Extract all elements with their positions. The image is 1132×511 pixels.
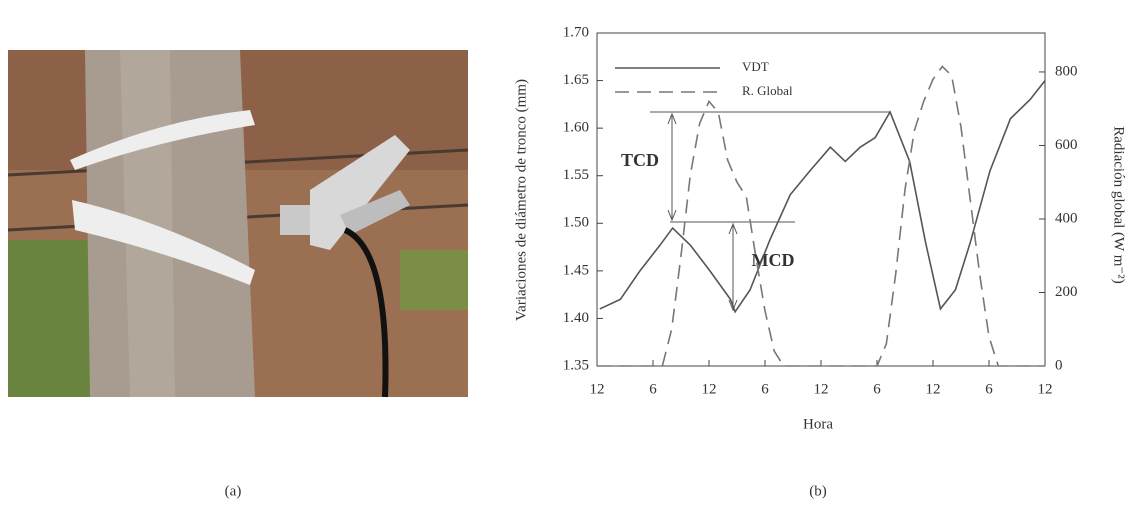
y-tick-label: 1.55 [563, 167, 589, 183]
x-tick-label: 6 [761, 381, 769, 397]
y2-axis-label: Radiación global (W m⁻²) [1111, 126, 1127, 284]
data-line [597, 65, 1045, 367]
x-tick-label: 12 [814, 381, 829, 397]
y2-tick-label: 400 [1055, 210, 1078, 226]
y-tick-label: 1.45 [563, 262, 589, 278]
x-tick-label: 12 [1038, 381, 1053, 397]
x-tick-label: 12 [590, 381, 605, 397]
y-tick-label: 1.35 [563, 357, 589, 373]
x-tick-label: 6 [985, 381, 993, 397]
plot-frame [596, 32, 1046, 367]
y2-tick-label: 600 [1055, 137, 1078, 153]
x-tick-label: 6 [873, 381, 881, 397]
y-tick-label: 1.65 [563, 72, 589, 88]
y2-tick-label: 800 [1055, 63, 1078, 79]
photo [7, 50, 469, 398]
x-tick-label: 12 [926, 381, 941, 397]
x-tick-label: 6 [649, 381, 657, 397]
annotation-lines [650, 111, 890, 312]
annotation: TCD [621, 150, 659, 170]
y2-tick-label: 0 [1055, 357, 1063, 373]
x-axis-label: Hora [803, 416, 833, 432]
legend-label: R. Global [742, 83, 793, 98]
y-tick-label: 1.50 [563, 215, 589, 231]
legend-label: VDT [742, 59, 769, 74]
y-tick-label: 1.40 [563, 310, 589, 326]
caption: (b) [809, 483, 827, 499]
y-axis-label: Variaciones de diámetro de tronco (mm) [513, 79, 529, 321]
x-tick-label: 12 [702, 381, 717, 397]
annotation: MCD [752, 250, 795, 270]
y2-tick-label: 200 [1055, 284, 1078, 300]
data-line [599, 80, 1046, 314]
y-tick-label: 1.60 [563, 120, 589, 136]
y-tick-label: 1.70 [563, 24, 589, 40]
caption: (a) [225, 483, 242, 499]
